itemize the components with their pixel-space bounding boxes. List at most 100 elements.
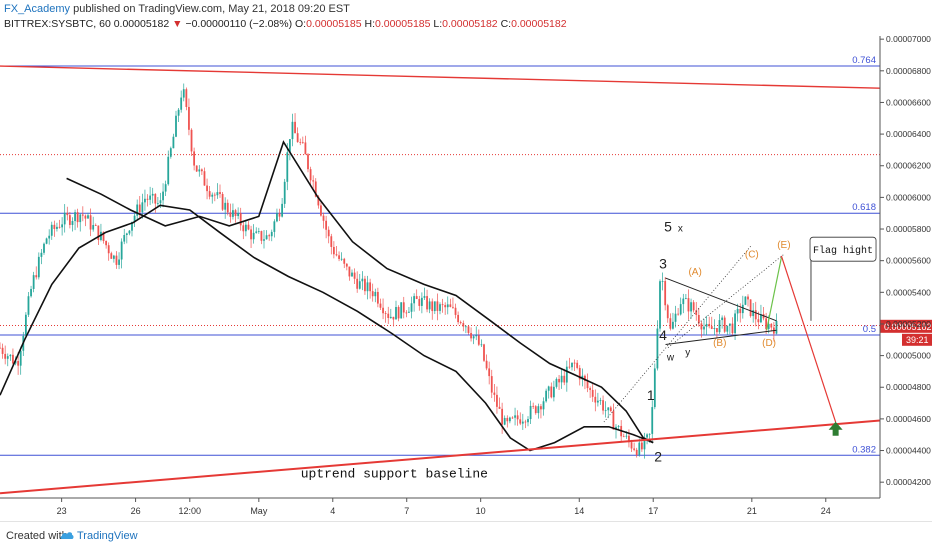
candle-body [232, 210, 234, 217]
candle-body [351, 272, 353, 277]
candle-body [27, 296, 30, 315]
created-with-label: Created with [6, 530, 68, 542]
time-axis[interactable]: 23 26 12:00 May 4 7 10 14 17 21 24 [57, 498, 831, 516]
candle-body [687, 298, 690, 312]
candle-body [224, 202, 227, 210]
candle-body [622, 436, 625, 438]
candle-body [467, 326, 470, 333]
candle-body [433, 301, 436, 312]
candle-body [413, 296, 416, 304]
candle-body [747, 296, 749, 300]
wave-label: (D) [762, 338, 776, 349]
moving-average-slow [0, 204, 654, 452]
wave-label: 4 [659, 327, 667, 343]
candle-body [219, 192, 221, 194]
candle-body [229, 212, 232, 217]
target-arrow-icon [828, 421, 843, 436]
candle-body [107, 245, 110, 254]
candle-body [89, 215, 92, 230]
low-label: L: [433, 18, 443, 30]
candle-body [470, 332, 472, 339]
candle-body [330, 236, 333, 247]
candle-body [607, 407, 610, 411]
candle-body [102, 231, 105, 241]
descending-resistance-line [0, 65, 881, 89]
candle-body [138, 204, 141, 213]
candle-body [120, 241, 123, 260]
candle-body [464, 326, 467, 328]
candle-body [682, 298, 685, 305]
time-tick-label: 4 [330, 506, 335, 516]
candle-body [508, 417, 511, 422]
candle-body [485, 360, 488, 369]
time-tick-label: 17 [648, 506, 658, 516]
candle-body [449, 304, 452, 307]
author-link[interactable]: FX_Academy [4, 3, 71, 15]
candle-body [527, 419, 529, 423]
candle-body [79, 214, 82, 223]
candle-body [503, 417, 506, 425]
candle-body [666, 305, 669, 319]
candle-body [384, 313, 387, 315]
candle-body [700, 323, 703, 330]
candle-body [586, 381, 589, 389]
candle-body [226, 202, 229, 213]
price-tick-label: 0.00006200 [886, 161, 931, 171]
price-tick-label: 0.00006400 [886, 129, 931, 139]
candle-body [552, 386, 555, 398]
candle-body [146, 198, 149, 200]
candle-body [123, 234, 126, 242]
candle-body [568, 366, 571, 368]
candle-body [723, 317, 726, 332]
flag-callout-text: Flag hight [813, 245, 873, 257]
candle-body [273, 221, 276, 232]
candle-body [296, 133, 299, 143]
time-tick-label: 12:00 [179, 506, 202, 516]
candle-body [177, 109, 180, 116]
wave-label: 5 [664, 218, 672, 234]
plot-area[interactable] [0, 36, 880, 498]
candle-body [278, 213, 281, 217]
candle-body [537, 406, 540, 414]
candle-body [17, 361, 20, 366]
candle-body [690, 302, 692, 312]
candle-body [405, 312, 408, 314]
candle-body [382, 307, 384, 314]
candle-body [514, 415, 516, 418]
flag-callout-box [809, 236, 877, 262]
price-tick-label: 0.00004200 [886, 477, 931, 487]
price-chart[interactable]: 0.764 0.618 0.5 0.382 0.00005182 39:21 5 x 3 4 w… [0, 36, 932, 521]
candle-body [677, 313, 680, 315]
candle-body [260, 231, 263, 241]
candle-body [48, 235, 51, 239]
candles [0, 83, 778, 459]
candle-body [255, 231, 258, 233]
breakout-projection-line [766, 257, 782, 331]
candle-body [635, 449, 638, 455]
candle-body [760, 314, 762, 323]
candle-body [338, 255, 340, 259]
candle-body [211, 194, 214, 197]
tradingview-logo[interactable]: TradingView [60, 530, 138, 542]
candle-body [628, 435, 630, 443]
publish-line: FX_Academy published on TradingView.com,… [4, 3, 350, 15]
candle-body [379, 303, 382, 308]
low-value: 0.00005182 [442, 18, 498, 30]
candle-body [30, 288, 32, 297]
candle-body [376, 291, 379, 304]
candle-body [519, 419, 522, 424]
candle-body [61, 224, 64, 228]
candle-body [304, 142, 307, 155]
candle-body [149, 195, 152, 200]
candle-body [640, 442, 643, 450]
candle-body [423, 296, 426, 298]
candle-body [589, 388, 592, 390]
target-projection-line [780, 255, 837, 423]
candle-body [6, 356, 9, 359]
candle-body [45, 238, 48, 244]
candle-body [307, 154, 309, 170]
footer-bar: Created with TradingView [0, 521, 932, 551]
wave-label: w [666, 352, 675, 363]
candle-body [488, 368, 491, 377]
price-axis[interactable]: 0.00007000 0.00006800 0.00006600 0.00006400… [880, 36, 931, 487]
